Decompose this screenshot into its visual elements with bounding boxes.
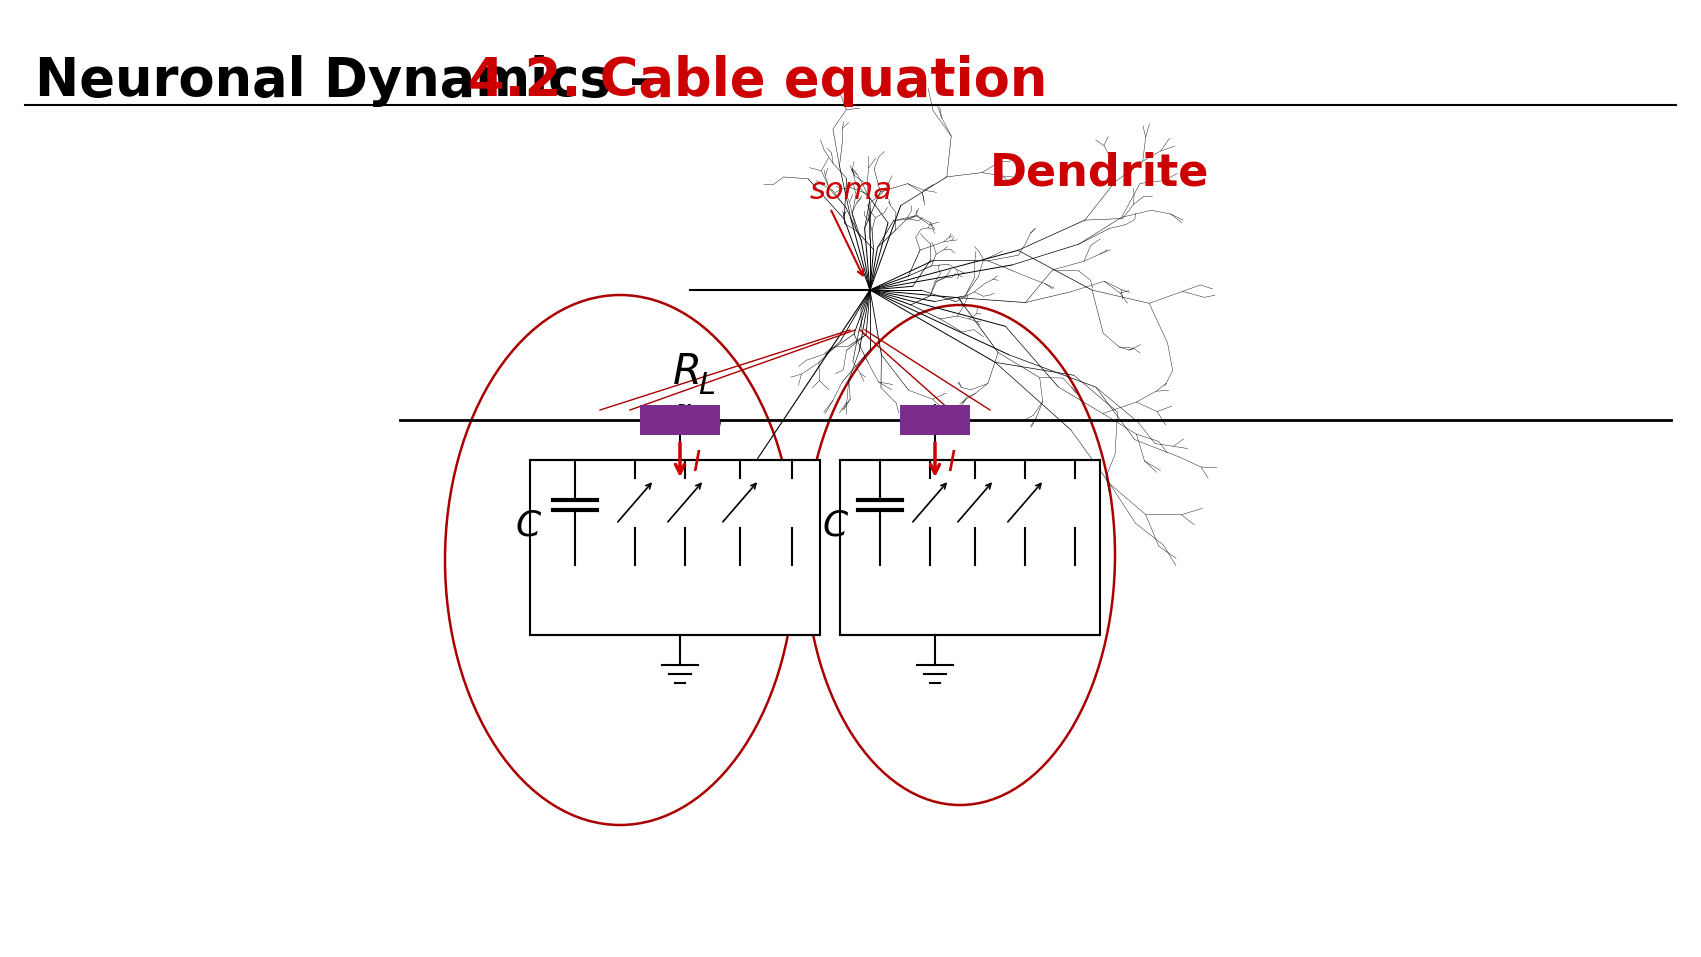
Bar bbox=[771, 478, 815, 528]
Bar bbox=[663, 478, 708, 528]
Text: $C$: $C$ bbox=[822, 508, 849, 542]
Bar bbox=[1004, 478, 1048, 528]
Bar bbox=[953, 478, 997, 528]
Text: 4.2. Cable equation: 4.2. Cable equation bbox=[468, 55, 1048, 107]
Text: Neuronal Dynamics –: Neuronal Dynamics – bbox=[36, 55, 674, 107]
Text: $C$: $C$ bbox=[515, 508, 543, 542]
Bar bbox=[640, 405, 720, 435]
Bar bbox=[531, 460, 820, 635]
Text: $I$: $I$ bbox=[692, 449, 701, 477]
Text: soma: soma bbox=[810, 176, 893, 205]
Bar bbox=[612, 478, 657, 528]
Bar bbox=[840, 460, 1101, 635]
Text: $I$: $I$ bbox=[947, 449, 956, 477]
Bar bbox=[718, 478, 762, 528]
Bar bbox=[1053, 478, 1097, 528]
Bar bbox=[908, 478, 953, 528]
Text: $L$: $L$ bbox=[697, 371, 714, 400]
Text: $_{ion}$: $_{ion}$ bbox=[696, 408, 723, 432]
Text: Dendrite: Dendrite bbox=[990, 152, 1209, 195]
Bar bbox=[900, 405, 970, 435]
Text: $R$: $R$ bbox=[672, 351, 699, 393]
Text: $g$: $g$ bbox=[670, 399, 692, 432]
